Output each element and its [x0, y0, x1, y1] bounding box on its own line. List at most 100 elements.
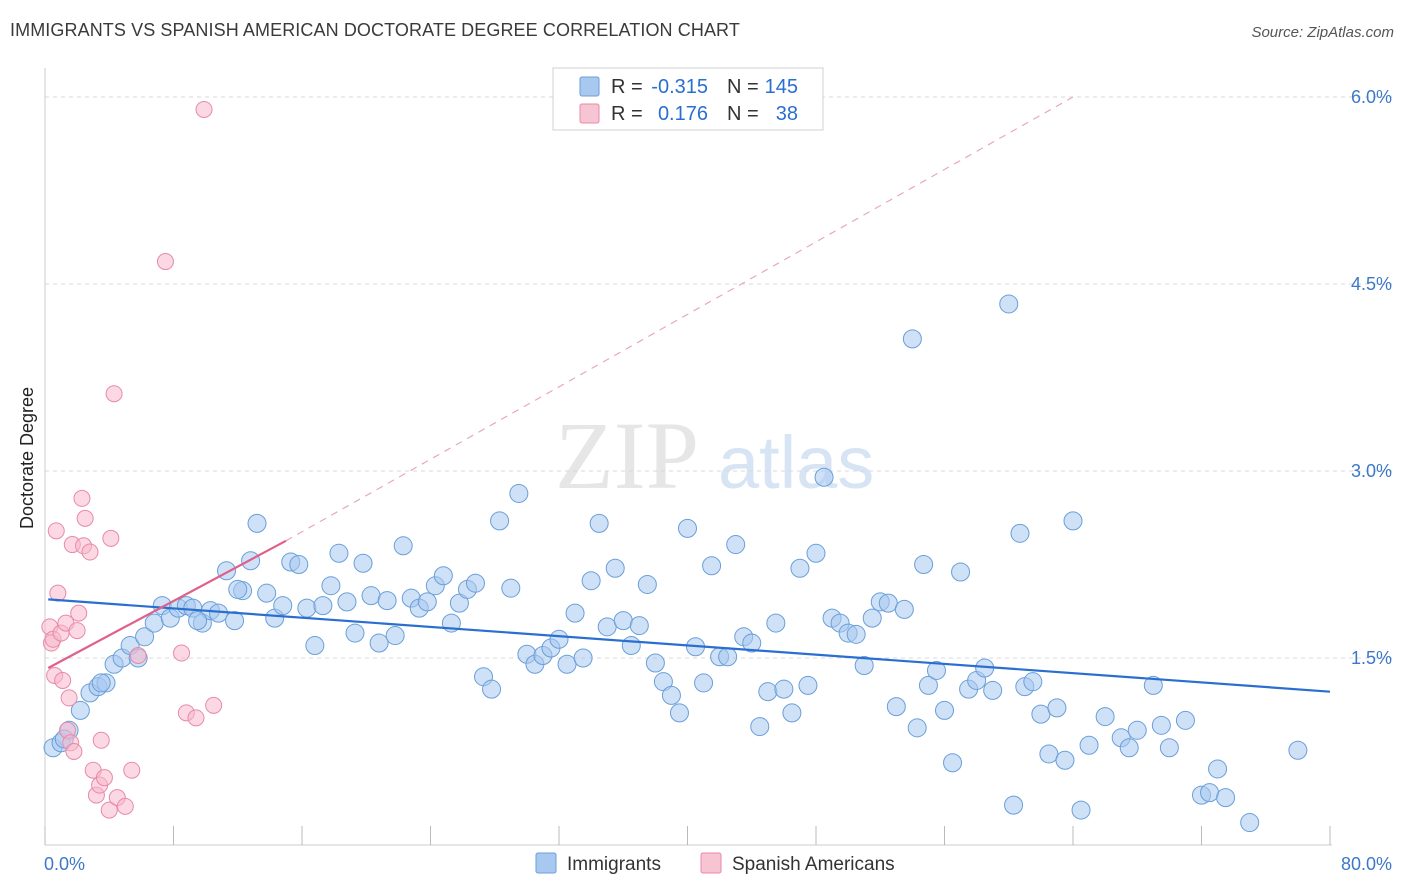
immigrants-point: [1095, 707, 1115, 727]
immigrants-point: [1031, 704, 1051, 724]
immigrants-point: [91, 673, 111, 693]
spanish-americans-point: [187, 709, 205, 727]
immigrants-point: [814, 467, 834, 487]
spanish-americans-point: [70, 604, 88, 622]
immigrants-point: [854, 655, 874, 675]
immigrants-point: [581, 571, 601, 591]
spanish-americans-point: [76, 509, 94, 527]
immigrants-point: [144, 613, 164, 633]
grid-lines: [45, 96, 1392, 659]
immigrants-point: [935, 700, 954, 720]
spanish-americans-point: [102, 529, 120, 547]
immigrants-point: [694, 673, 714, 693]
immigrants-point: [1288, 740, 1308, 760]
spanish-americans-trend-line: [47, 539, 287, 669]
immigrants-point: [862, 608, 882, 628]
legend-r-label-1: R =: [611, 76, 643, 98]
immigrants-point: [353, 553, 373, 573]
immigrants-point: [907, 718, 927, 738]
immigrants-point: [878, 593, 898, 613]
spanish-americans-point: [54, 671, 72, 689]
immigrants-point: [321, 576, 341, 596]
spanish-americans-point: [123, 761, 141, 779]
immigrants-point: [597, 617, 617, 637]
immigrants-point: [894, 599, 914, 619]
immigrants-point: [1039, 744, 1059, 764]
immigrants-point: [482, 679, 502, 699]
immigrants-point: [1119, 738, 1139, 758]
immigrants-point: [345, 623, 365, 643]
y-tick-label: 4.5%: [1351, 274, 1392, 294]
immigrants-point: [613, 611, 633, 631]
immigrants-point: [297, 598, 317, 618]
y-tick-label: 1.5%: [1351, 648, 1392, 668]
immigrants-point: [188, 611, 208, 631]
legend-r-label-2: R =: [611, 103, 643, 125]
immigrants-point: [983, 680, 1003, 700]
immigrants-point: [782, 703, 802, 723]
immigrants-point: [1004, 795, 1024, 815]
spanish-americans-point: [92, 731, 110, 749]
immigrants-point: [774, 679, 794, 699]
immigrants-point: [1200, 783, 1220, 803]
y-tick-label: 3.0%: [1351, 461, 1392, 481]
immigrants-point: [1151, 715, 1171, 735]
immigrants-trend-line: [48, 598, 1331, 693]
immigrants-point: [1010, 523, 1030, 543]
immigrants-point: [669, 703, 689, 723]
immigrants-point: [573, 648, 593, 668]
immigrants-point: [385, 626, 405, 646]
immigrants-point: [247, 513, 267, 533]
immigrants-point: [902, 329, 922, 349]
immigrants-point: [943, 753, 963, 773]
legend-swatch-immigrants: [579, 76, 600, 97]
x-tick-label-min: 0.0%: [44, 854, 85, 874]
immigrants-point: [1216, 788, 1236, 808]
legend-n-label-1: N =: [727, 76, 759, 98]
legend-r-value-2: 0.176: [658, 103, 708, 125]
spanish-americans-point: [105, 385, 123, 403]
immigrants-point: [289, 555, 309, 574]
immigrants-point: [1063, 511, 1083, 531]
bottom-legend-swatch-immigrants: [535, 852, 557, 874]
immigrants-point: [702, 556, 722, 576]
immigrants-point: [393, 536, 413, 556]
immigrants-point: [1023, 672, 1043, 692]
spanish-americans-point: [95, 769, 113, 787]
legend-r-value-1: -0.315: [651, 76, 708, 98]
spanish-americans-point: [173, 644, 191, 662]
spanish-americans-point: [116, 797, 134, 815]
immigrants-point: [257, 583, 277, 603]
immigrants-point: [605, 558, 625, 578]
immigrants-point: [557, 654, 577, 674]
correlation-legend: R = -0.315 N = 145 R = 0.176 N = 38: [552, 67, 824, 131]
immigrants-point: [589, 513, 609, 533]
immigrants-point: [433, 566, 453, 586]
immigrants-point: [637, 574, 657, 594]
immigrants-point: [501, 578, 521, 598]
legend-n-label-2: N =: [727, 103, 759, 125]
immigrants-point: [329, 543, 349, 563]
legend-n-value-1: 145: [765, 76, 798, 98]
y-tick-labels: 1.5% 3.0% 4.5% 6.0%: [1351, 87, 1392, 668]
spanish-americans-point: [60, 689, 78, 707]
spanish-americans-point: [129, 647, 147, 665]
bottom-legend-label-spanish-americans: Spanish Americans: [732, 854, 895, 875]
watermark-atlas: atlas: [718, 421, 874, 504]
immigrants-point: [361, 586, 381, 606]
immigrants-point: [509, 483, 529, 503]
immigrants-point: [918, 675, 938, 695]
series-legend: Immigrants Spanish Americans: [535, 852, 895, 875]
spanish-americans-point: [156, 253, 174, 271]
immigrants-point: [1127, 720, 1147, 740]
immigrants-point: [629, 616, 649, 636]
immigrants-point: [846, 624, 866, 644]
immigrants-point: [1079, 735, 1099, 755]
immigrants-point: [914, 555, 934, 574]
immigrants-point: [273, 596, 293, 616]
y-axis-title: Doctorate Degree: [17, 387, 37, 529]
spanish-americans-point: [73, 489, 91, 507]
immigrants-point: [766, 613, 786, 633]
watermark-zip: ZIP: [555, 402, 699, 509]
